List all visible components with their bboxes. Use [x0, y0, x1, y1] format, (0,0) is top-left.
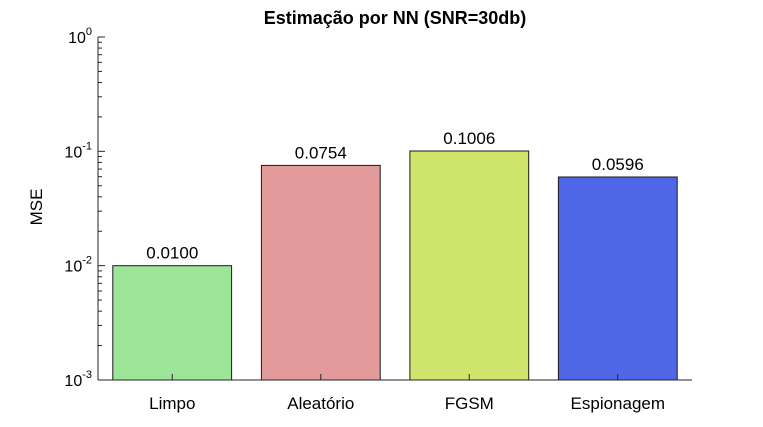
x-tick-label: Limpo	[149, 394, 195, 413]
axes-layer: Limpo Aleatório FGSM Espionagem 10-3 10-2 10-1…	[64, 26, 692, 413]
bar-limpo	[112, 265, 233, 381]
y-axis-label: MSE	[27, 189, 46, 226]
y-tick-label: 10-3	[64, 369, 92, 390]
y-tick-label: 100	[68, 26, 92, 47]
bar-fgsm	[409, 150, 530, 381]
data-label: 0.0100	[146, 244, 198, 263]
y-tick-label: 10-2	[64, 255, 92, 276]
chart-title: Estimação por NN (SNR=30db)	[264, 8, 527, 28]
bar-espionagem	[557, 176, 678, 381]
data-label: 0.0754	[295, 143, 347, 162]
data-label: 0.0596	[592, 155, 644, 174]
data-label: 0.1006	[443, 129, 495, 148]
x-tick-label: Espionagem	[571, 394, 666, 413]
x-tick-label: FGSM	[445, 394, 494, 413]
bars-layer: 0.0100 0.0754 0.1006 0.0596	[112, 129, 678, 381]
y-tick-label: 10-1	[64, 140, 92, 161]
x-tick-label: Aleatório	[287, 394, 354, 413]
bar-aleatório	[260, 164, 381, 381]
